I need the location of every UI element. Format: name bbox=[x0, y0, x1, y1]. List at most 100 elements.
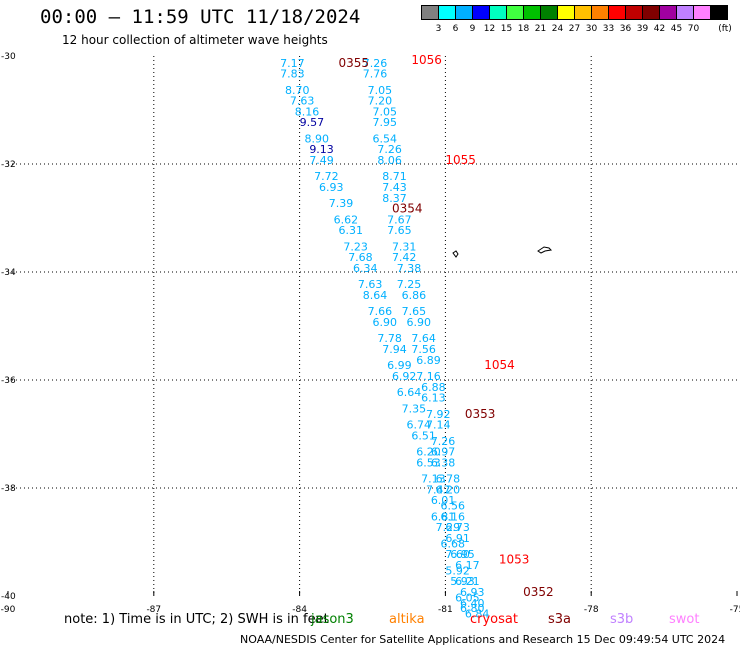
pass-time-label: 0355 bbox=[338, 56, 369, 70]
colorbar-label: 12 bbox=[484, 24, 495, 34]
swh-value-label: 6.56 bbox=[441, 500, 466, 513]
swh-value-label: 8.70 bbox=[285, 84, 310, 97]
swh-value-label: 7.43 bbox=[382, 181, 407, 194]
colorbar-label: 15 bbox=[501, 24, 512, 34]
swh-value-label: 6.53 bbox=[416, 456, 441, 469]
swh-value-label: 6.01 bbox=[431, 494, 456, 507]
swh-value-label: 6.73 bbox=[445, 521, 470, 534]
satellite-label-cryosat: cryosat bbox=[470, 612, 518, 627]
swh-value-label: 7.25 bbox=[397, 278, 422, 291]
colorbar-label: 70 bbox=[688, 24, 700, 34]
colorbar-swatch bbox=[710, 5, 728, 20]
swh-value-label: 6.88 bbox=[421, 381, 446, 394]
pass-time-label: 1054 bbox=[484, 358, 515, 372]
swh-value-label: 7.76 bbox=[363, 68, 388, 81]
satellite-label-s3a: s3a bbox=[548, 612, 572, 627]
swh-value-label: 6.86 bbox=[402, 289, 427, 302]
swh-value-label: 7.13 bbox=[421, 473, 446, 486]
swh-value-label: 6.16 bbox=[441, 510, 466, 523]
swh-value-label: 7.83 bbox=[280, 68, 305, 81]
satellite-label-swot: swot bbox=[669, 612, 700, 627]
swh-value-label: 7.72 bbox=[314, 170, 339, 183]
x-tick-label: -90 bbox=[1, 605, 16, 615]
swh-value-label: 5.92 bbox=[445, 564, 470, 577]
swh-value-label: 7.26 bbox=[431, 435, 456, 448]
swh-value-label: 6.38 bbox=[431, 456, 456, 469]
swh-value-label: 8.90 bbox=[304, 132, 329, 145]
swh-value-label: 7.67 bbox=[387, 213, 412, 226]
swh-value-label: 7.64 bbox=[411, 332, 436, 345]
swh-value-label: 7.20 bbox=[368, 95, 393, 108]
colorbar-label: 39 bbox=[637, 24, 649, 34]
y-tick-label: -30 bbox=[1, 52, 16, 62]
swh-value-label: 6.68 bbox=[441, 537, 466, 550]
swh-value-label: 6.34 bbox=[353, 262, 378, 275]
swh-value-label: 7.63 bbox=[358, 278, 383, 291]
swh-value-label: 6.40 bbox=[460, 597, 485, 610]
swh-value-label: 6.84 bbox=[465, 608, 490, 621]
colorbar-label: 36 bbox=[620, 24, 632, 34]
swh-value-label: 6.20 bbox=[436, 483, 461, 496]
colorbar-unit: (ft) bbox=[718, 24, 731, 34]
swh-value-label: 6.93 bbox=[319, 181, 344, 194]
chart-title: 00:00 – 11:59 UTC 11/18/2024 bbox=[40, 6, 361, 28]
swh-value-label: 6.54 bbox=[373, 132, 398, 145]
swh-value-label: 7.38 bbox=[397, 262, 422, 275]
swh-value-label: 7.23 bbox=[343, 240, 368, 253]
swh-value-label: 7.60 bbox=[445, 548, 470, 561]
colorbar-label: 18 bbox=[518, 24, 530, 34]
swh-value-label: 6.90 bbox=[407, 316, 432, 329]
swh-value-label: 8.16 bbox=[295, 105, 320, 118]
swh-value-label: 6.64 bbox=[397, 386, 422, 399]
satellite-label-jason3: jason3 bbox=[311, 612, 354, 627]
x-tick-label: -78 bbox=[584, 605, 599, 615]
swh-value-label: 7.65 bbox=[402, 305, 427, 318]
swh-value-label: 8.37 bbox=[382, 192, 407, 205]
swh-value-label: 7.35 bbox=[402, 402, 427, 415]
x-tick-label: -75 bbox=[730, 605, 740, 615]
colorbar-label: 3 bbox=[436, 24, 442, 34]
swh-value-label: 6.17 bbox=[455, 559, 480, 572]
swh-value-label: 6.78 bbox=[436, 473, 461, 486]
y-tick-label: -34 bbox=[1, 268, 16, 278]
satellite-label-altika: altika bbox=[389, 612, 425, 627]
y-tick-label: -32 bbox=[1, 160, 16, 170]
swh-value-label: 6.13 bbox=[421, 392, 446, 405]
swh-value-label: 7.66 bbox=[368, 305, 393, 318]
swh-value-label: 6.89 bbox=[416, 354, 441, 367]
colorbar: 3 6 9 12 15 18 21 24 27 30 33 36 39 42 45 70 (ft) bbox=[421, 5, 731, 34]
chart-subtitle: 12 hour collection of altimeter wave hei… bbox=[62, 33, 328, 47]
swh-value-label: 7.68 bbox=[348, 251, 373, 264]
swh-value-label: 7.39 bbox=[329, 197, 354, 210]
swh-value-label: 6.51 bbox=[411, 429, 436, 442]
x-tick-label: -87 bbox=[146, 605, 161, 615]
colorbar-label: 30 bbox=[586, 24, 598, 34]
colorbar-label: 21 bbox=[535, 24, 546, 34]
colorbar-label: 33 bbox=[603, 24, 614, 34]
satellite-label-s3b: s3b bbox=[610, 612, 634, 627]
swh-value-label: 6.20 bbox=[416, 446, 441, 459]
swh-value-label: 7.29 bbox=[436, 521, 461, 534]
colorbar-label: 24 bbox=[552, 24, 564, 34]
swh-value-label: 7.16 bbox=[416, 370, 441, 383]
swh-value-label: 7.47 bbox=[426, 483, 451, 496]
swh-value-label: 7.42 bbox=[392, 251, 417, 264]
island-outline bbox=[537, 246, 553, 254]
swh-value-label: 8.06 bbox=[377, 154, 402, 167]
swh-value-label: 6.99 bbox=[387, 359, 412, 372]
y-tick-label: -38 bbox=[1, 484, 16, 494]
pass-time-label: 1053 bbox=[499, 553, 530, 567]
swh-value-label: 6.92 bbox=[392, 370, 417, 383]
colorbar-label: 9 bbox=[470, 24, 476, 34]
x-tick-label: -84 bbox=[292, 605, 307, 615]
swh-value-label: 7.17 bbox=[280, 57, 305, 70]
swh-value-label: 6.74 bbox=[407, 419, 432, 432]
swh-value-label: 7.14 bbox=[426, 419, 451, 432]
pass-time-label: 1055 bbox=[445, 153, 476, 167]
swh-value-label: 6.80 bbox=[460, 602, 485, 615]
swh-value-label: 7.94 bbox=[382, 343, 407, 356]
swh-value-label: 6.90 bbox=[373, 316, 398, 329]
pass-time-label: 0354 bbox=[392, 202, 423, 216]
pass-time-label: 0353 bbox=[465, 407, 496, 421]
